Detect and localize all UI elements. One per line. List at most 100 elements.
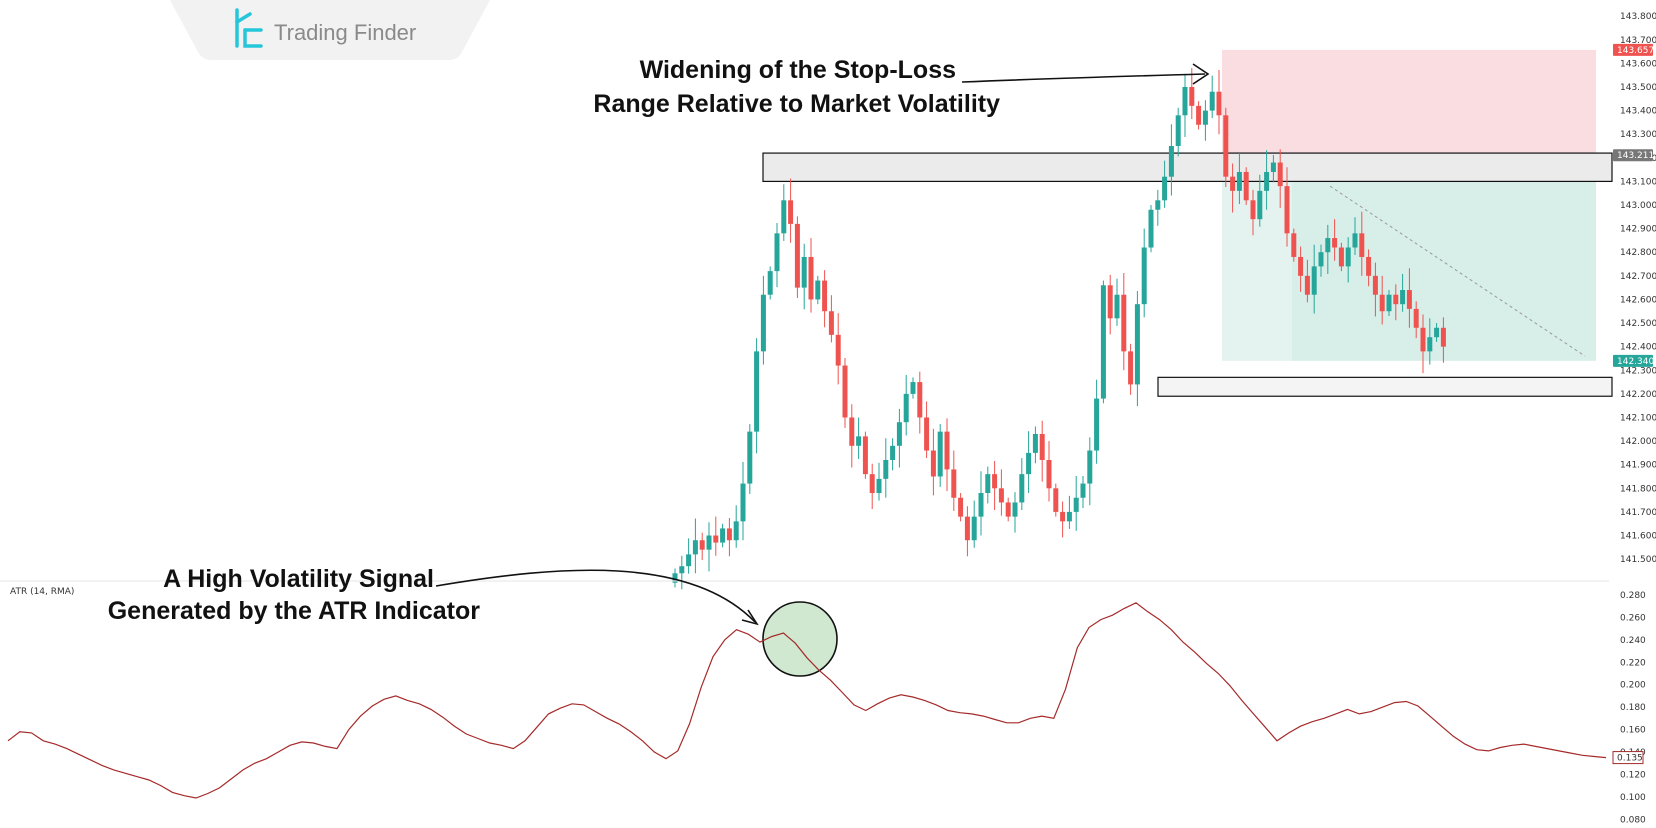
candle-body <box>971 516 977 541</box>
price-tick-label: 142.000 <box>1620 437 1656 447</box>
candle-body <box>1332 238 1338 248</box>
atr-annotation-line2: Generated by the ATR Indicator <box>108 597 481 625</box>
candle-body <box>1046 459 1052 489</box>
price-tick-label: 143.000 <box>1620 201 1656 211</box>
atr-tick-label: 0.180 <box>1620 703 1646 713</box>
candle-body <box>794 223 800 288</box>
candle-body <box>1304 275 1310 295</box>
resistance-zone <box>762 152 1613 183</box>
price-tick-label: 142.200 <box>1620 390 1656 400</box>
candle-body <box>1134 304 1140 385</box>
candle-body <box>1209 91 1215 111</box>
candle-body <box>1379 294 1385 312</box>
candle-body <box>686 554 692 567</box>
candle-body <box>679 566 685 574</box>
candle-body <box>985 474 991 494</box>
candle-body <box>747 431 753 484</box>
price-tick-label: 143.100 <box>1620 177 1656 187</box>
candle-body <box>726 528 732 541</box>
candle-body <box>1298 256 1304 276</box>
atr-tick-label: 0.160 <box>1620 726 1646 736</box>
candle-body <box>842 365 848 418</box>
candle-body <box>1352 233 1358 248</box>
candle-body <box>1277 162 1283 187</box>
candle-body <box>1406 290 1412 309</box>
candle-body <box>1162 176 1168 201</box>
candle-body <box>1094 398 1100 451</box>
candle-body <box>1386 294 1392 312</box>
brand-name: Trading Finder <box>274 20 416 45</box>
candle-body <box>692 540 698 555</box>
candle-body <box>1121 294 1127 352</box>
candle-body <box>781 200 787 234</box>
candle-body <box>958 497 964 517</box>
candle-body <box>1223 115 1229 177</box>
candle-body <box>1196 105 1202 125</box>
candle-body <box>849 417 855 446</box>
price-tick-label: 143.800 <box>1620 12 1656 22</box>
price-tick-label: 141.800 <box>1620 484 1656 494</box>
candle-body <box>1325 238 1331 253</box>
candle-body <box>1202 110 1208 125</box>
candle-body <box>1141 247 1147 305</box>
price-tick-label: 142.800 <box>1620 248 1656 258</box>
price-candles <box>672 68 1446 590</box>
atr-tick-label: 0.220 <box>1620 658 1646 668</box>
candle-body <box>862 436 868 475</box>
price-tick-label: 143.400 <box>1620 107 1656 117</box>
candle-body <box>910 382 916 394</box>
atr-line <box>7 602 1607 799</box>
candle-body <box>774 233 780 272</box>
candle-body <box>1026 452 1032 475</box>
candle-body <box>1073 497 1079 512</box>
stop-loss-annotation-line2: Range Relative to Market Volatility <box>593 90 1000 118</box>
candle-body <box>1100 285 1106 399</box>
candle-body <box>1413 308 1419 328</box>
candle-body <box>1270 162 1276 172</box>
candle-body <box>876 478 882 494</box>
candle-body <box>1189 86 1195 106</box>
price-tick-label: 141.900 <box>1620 461 1656 471</box>
stop-loss-zone <box>1222 49 1596 156</box>
price-tag-label: 143.657 <box>1617 46 1654 56</box>
candle-body <box>1005 502 1011 517</box>
candle-body <box>890 445 896 460</box>
atr-arrow <box>435 569 756 623</box>
brand-logo: Trading Finder <box>170 0 490 60</box>
candle-body <box>1216 91 1222 116</box>
candle-body <box>672 573 678 583</box>
candle-body <box>944 431 950 470</box>
candle-body <box>699 540 705 550</box>
candle-body <box>1427 337 1433 352</box>
candle-body <box>992 474 998 489</box>
candle-body <box>930 450 936 477</box>
candle-body <box>1128 351 1134 385</box>
candle-body <box>1420 327 1426 352</box>
candle-body <box>1066 511 1072 522</box>
price-tick-label: 142.400 <box>1620 343 1656 353</box>
price-tick-label: 143.700 <box>1620 36 1656 46</box>
atr-highlight-circle <box>762 601 838 677</box>
candle-body <box>1257 190 1263 220</box>
candle-body <box>924 417 930 451</box>
atr-tick-label: 0.120 <box>1620 770 1646 780</box>
candle-body <box>1087 450 1093 484</box>
candle-body <box>903 393 909 423</box>
candle-body <box>1080 483 1086 498</box>
price-tag-label: 143.211 <box>1617 151 1654 161</box>
candle-body <box>856 436 862 446</box>
price-tag <box>1613 149 1653 162</box>
candle-body <box>1060 511 1066 522</box>
atr-last-value-tag <box>1612 751 1644 765</box>
candle-body <box>964 516 970 541</box>
candle-body <box>883 459 889 479</box>
candle-body <box>951 469 957 498</box>
candle-body <box>822 280 828 312</box>
stop-loss-annotation-line1: Widening of the Stop-Loss <box>640 56 956 84</box>
candle-body <box>1012 502 1018 517</box>
candle-body <box>1155 200 1161 210</box>
candle-body <box>1107 285 1113 319</box>
candle-body <box>815 280 821 300</box>
price-tick-label: 141.700 <box>1620 508 1656 518</box>
atr-tick-label: 0.260 <box>1620 613 1646 623</box>
